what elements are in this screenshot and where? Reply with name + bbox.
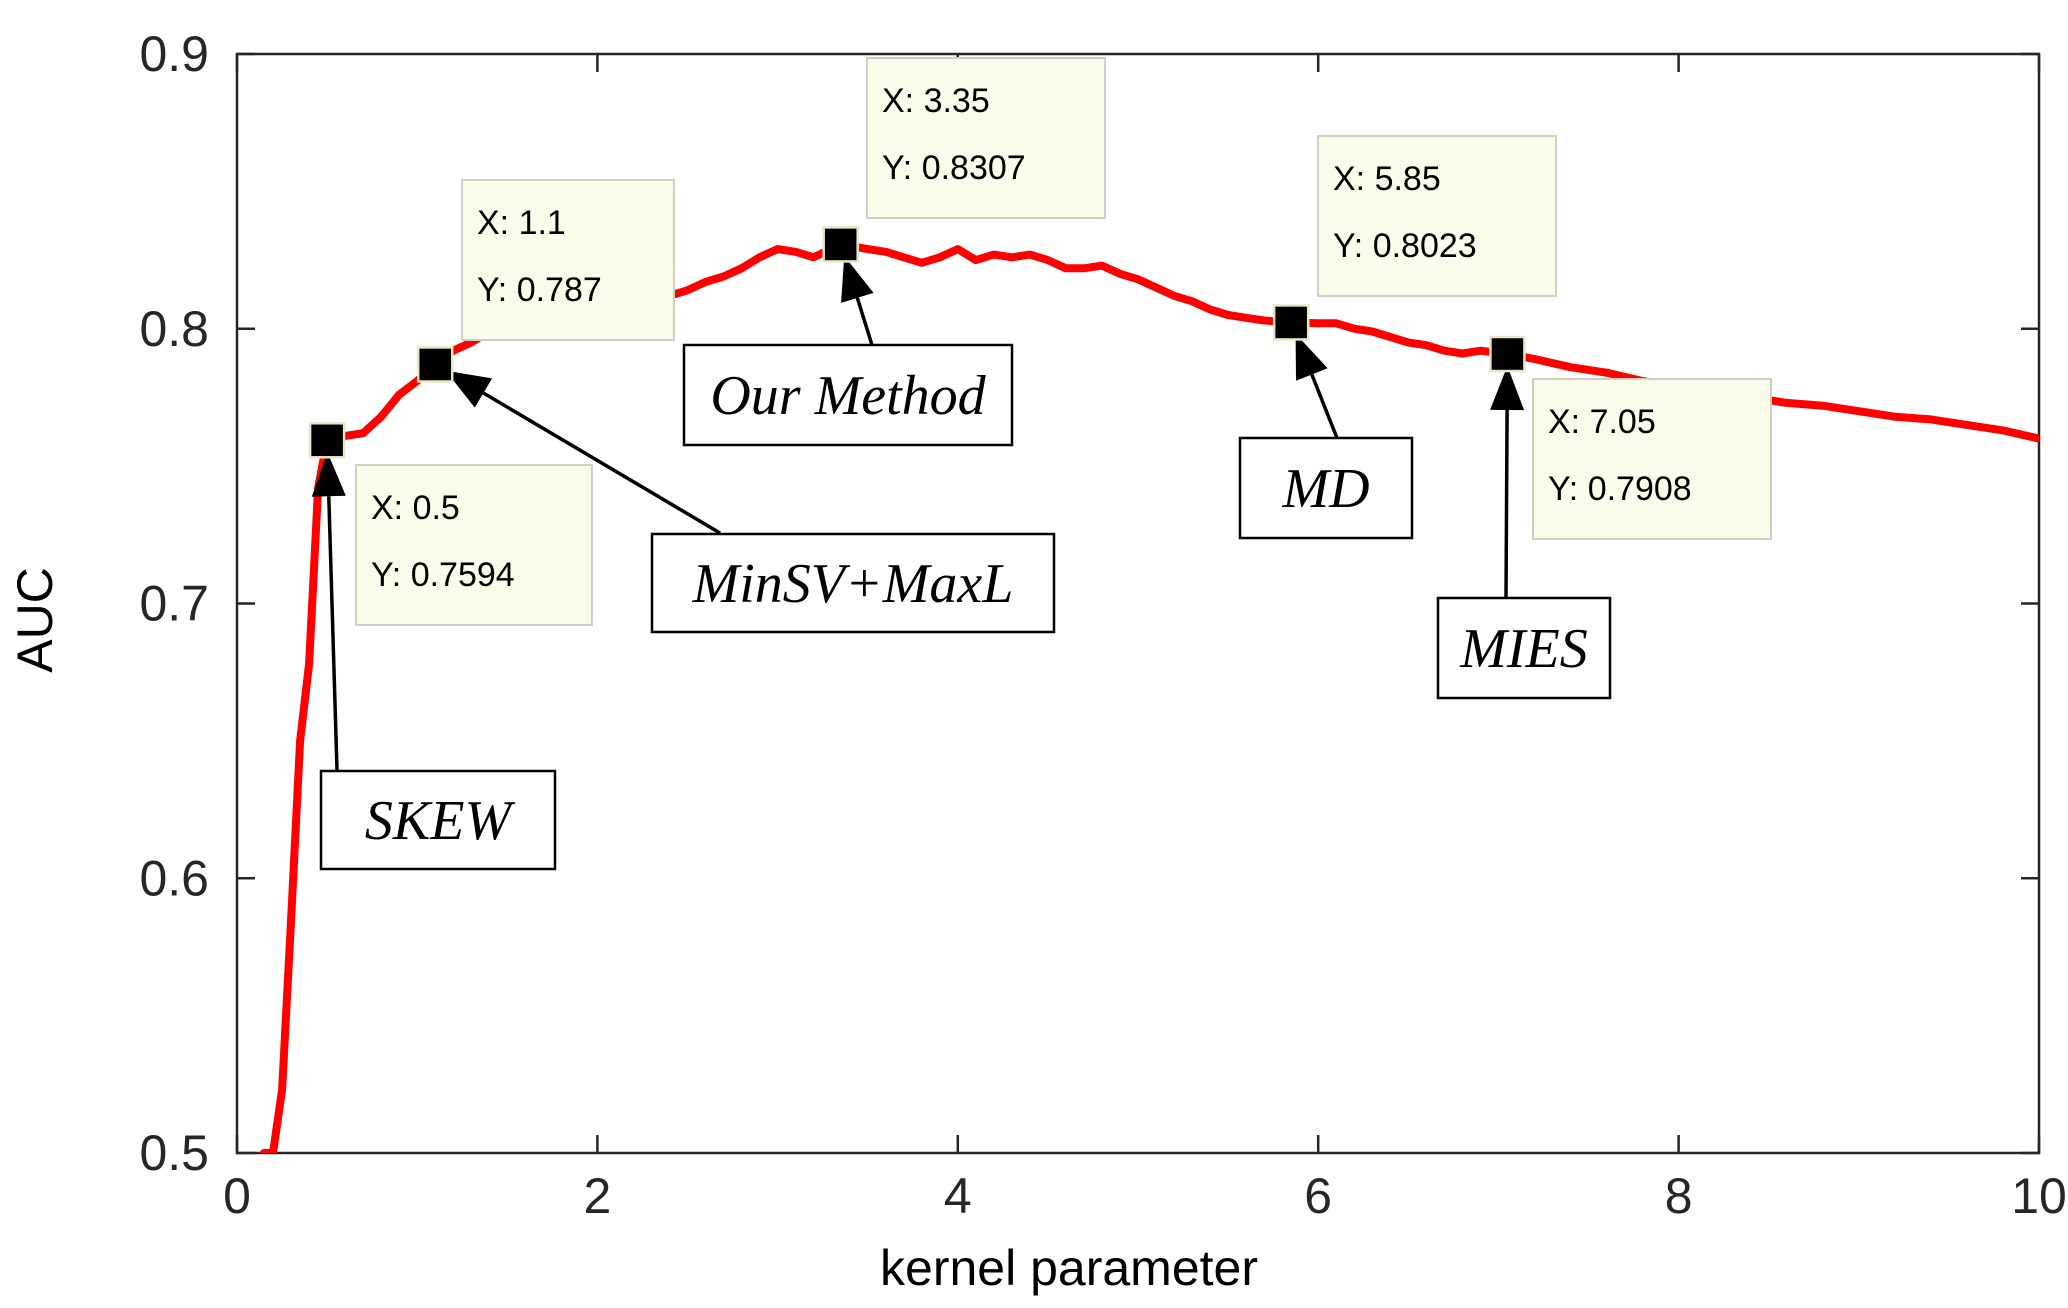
label-layer: kernel parameter AUC <box>7 567 1258 1296</box>
x-axis-label: kernel parameter <box>880 1240 1258 1296</box>
annotation-label: MinSV+MaxL <box>692 553 1014 615</box>
datatip-marker <box>308 422 346 459</box>
annotation-arrow-line <box>1310 373 1339 439</box>
x-tick-label: 2 <box>583 1168 611 1224</box>
annotation-label: SKEW <box>365 790 516 852</box>
annotation-arrow-line <box>327 496 339 771</box>
datatip-y-value: Y: 0.787 <box>477 271 602 309</box>
annotation-box <box>650 532 1056 634</box>
annotation-layer: SKEW MinSV+MaxL Our Method MD MIES <box>311 255 1612 871</box>
annotation-arrow-line <box>855 297 874 346</box>
x-tick-label: 4 <box>944 1168 972 1224</box>
annotation-box <box>1436 596 1612 700</box>
datatip-y-value: Y: 0.8307 <box>882 149 1026 187</box>
y-tick-label: 0.6 <box>139 850 209 906</box>
annotation-arrowhead <box>445 370 493 408</box>
y-axis-label: AUC <box>7 567 63 673</box>
datatip-marker <box>1272 304 1310 341</box>
x-tick-label: 10 <box>2011 1168 2067 1224</box>
datatip-x-value: X: 0.5 <box>371 489 460 527</box>
x-tick-label: 0 <box>223 1168 251 1224</box>
annotation-box <box>682 343 1014 447</box>
annotation-label: MIES <box>1459 618 1588 680</box>
datatip-marker <box>822 226 859 263</box>
x-tick-label: 8 <box>1665 1168 1693 1224</box>
datatip-y-value: Y: 0.7908 <box>1548 470 1692 508</box>
annotation-arrowhead <box>841 255 874 303</box>
datatip-x-value: X: 1.1 <box>477 204 566 242</box>
y-tick-label: 0.5 <box>139 1125 209 1181</box>
annotation-label: Our Method <box>710 365 986 427</box>
y-tick-label: 0.7 <box>139 576 209 632</box>
annotation-box <box>319 769 557 871</box>
y-tick-label: 0.8 <box>139 301 209 357</box>
datatip-box <box>355 464 593 626</box>
datatip-y-value: Y: 0.7594 <box>371 556 515 594</box>
datatip-box <box>1532 378 1772 540</box>
datatip-box <box>461 179 675 341</box>
annotation-arrow-line <box>1504 410 1509 599</box>
datatip-layer: X: 0.5 Y: 0.7594 X: 1.1 Y: 0.787 X: 3.35 Y: 0… <box>308 57 1772 626</box>
annotation-arrow-line <box>482 391 721 535</box>
y-tick-label: 0.9 <box>139 26 209 82</box>
annotation-arrowhead <box>1295 333 1328 381</box>
annotation-arrowhead <box>1490 366 1525 411</box>
datatip-marker <box>416 346 454 383</box>
annotation-box <box>1238 436 1414 540</box>
datatip-x-value: X: 7.05 <box>1548 403 1656 441</box>
annotation-label: MD <box>1281 458 1369 520</box>
datatip-x-value: X: 5.85 <box>1333 160 1441 198</box>
datatip-marker <box>1489 335 1526 373</box>
datatip-box <box>866 57 1106 219</box>
annotation-arrowhead <box>311 452 346 497</box>
datatip-box <box>1317 135 1557 297</box>
datatip-y-value: Y: 0.8023 <box>1333 227 1477 265</box>
datatip-x-value: X: 3.35 <box>882 82 990 120</box>
x-tick-label: 6 <box>1304 1168 1332 1224</box>
